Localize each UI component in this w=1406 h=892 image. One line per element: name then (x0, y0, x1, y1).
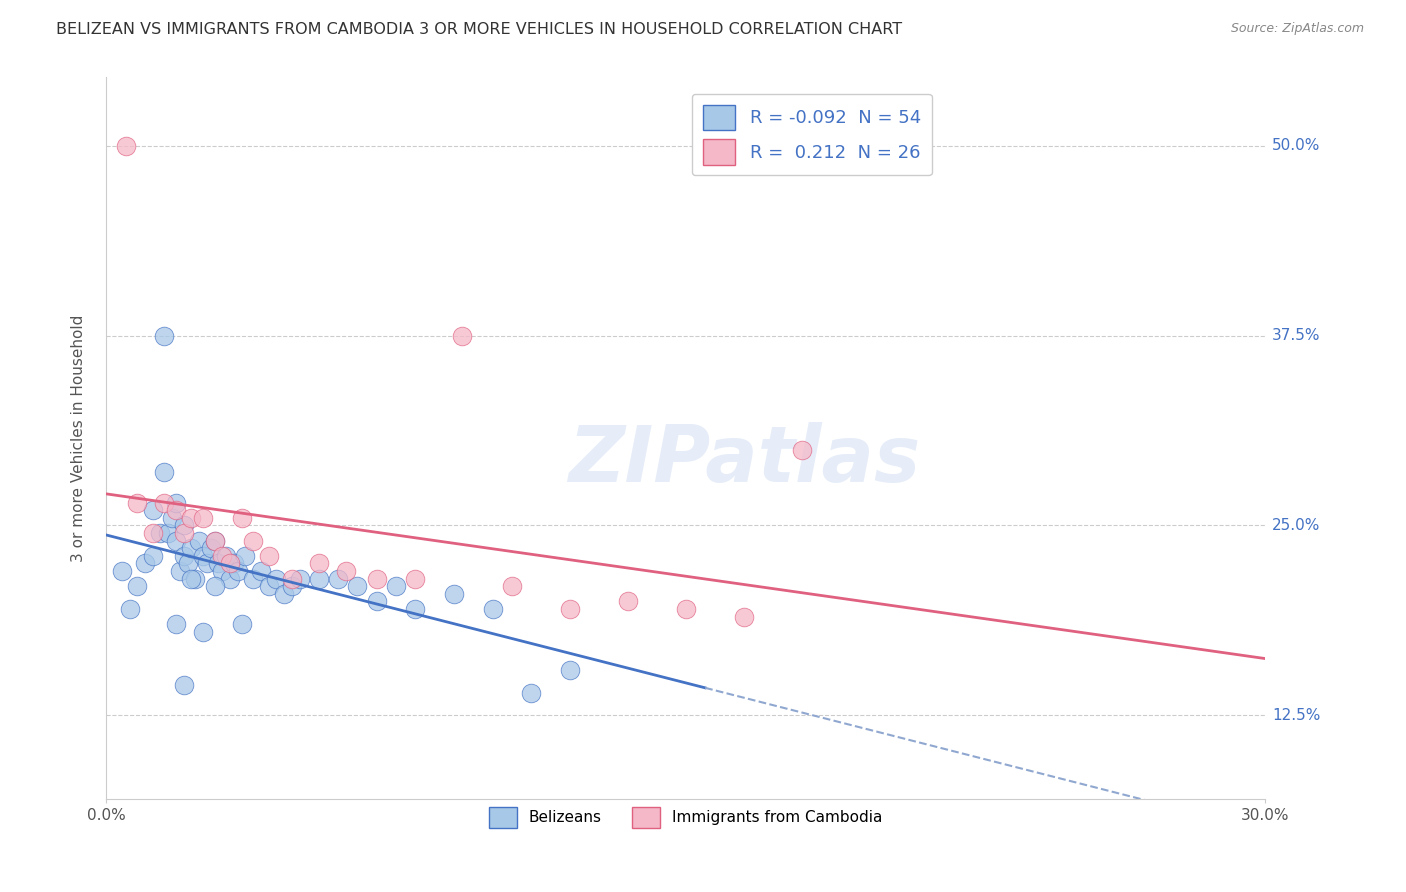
Text: 50.0%: 50.0% (1272, 138, 1320, 153)
Point (173, 526, 195, 541)
Point (173, 549, 195, 563)
Point (191, 511, 214, 525)
Point (450, 328, 472, 343)
Point (153, 465, 176, 479)
Point (204, 579, 226, 593)
Text: 25.0%: 25.0% (1272, 518, 1320, 533)
Point (288, 572, 311, 586)
Point (790, 442, 813, 457)
Point (191, 549, 214, 563)
Point (215, 549, 238, 563)
Point (222, 557, 245, 571)
Point (173, 518, 195, 533)
Point (733, 609, 755, 624)
Point (142, 503, 165, 517)
Point (180, 511, 202, 525)
Point (153, 496, 176, 510)
Point (308, 572, 330, 586)
Point (558, 663, 581, 677)
Point (273, 587, 295, 601)
Point (111, 564, 134, 578)
Point (165, 533, 187, 548)
Point (481, 602, 503, 616)
Point (266, 572, 288, 586)
Point (219, 557, 242, 571)
Point (558, 602, 581, 616)
Text: 37.5%: 37.5% (1272, 328, 1320, 343)
Legend: Belizeans, Immigrants from Cambodia: Belizeans, Immigrants from Cambodia (484, 801, 889, 835)
Point (195, 557, 218, 571)
Point (404, 572, 426, 586)
Point (165, 503, 187, 517)
Point (211, 564, 233, 578)
Point (501, 579, 523, 593)
Point (226, 564, 249, 578)
Point (160, 511, 183, 525)
Point (127, 579, 149, 593)
Point (200, 541, 222, 556)
Point (188, 533, 211, 548)
Text: ZIPatlas: ZIPatlas (568, 422, 920, 498)
Point (281, 572, 304, 586)
Point (157, 526, 180, 541)
Point (142, 526, 165, 541)
Point (207, 557, 229, 571)
Point (308, 557, 330, 571)
Point (281, 579, 304, 593)
Point (165, 617, 187, 632)
Point (134, 557, 156, 571)
Y-axis label: 3 or more Vehicles in Household: 3 or more Vehicles in Household (72, 315, 86, 562)
Text: Source: ZipAtlas.com: Source: ZipAtlas.com (1230, 22, 1364, 36)
Point (191, 624, 214, 639)
Point (242, 572, 264, 586)
Point (180, 541, 202, 556)
Point (219, 572, 242, 586)
Point (165, 496, 187, 510)
Point (204, 533, 226, 548)
Point (142, 549, 165, 563)
Point (231, 511, 253, 525)
Point (173, 678, 195, 692)
Point (520, 685, 543, 699)
Point (385, 579, 408, 593)
Point (180, 572, 202, 586)
Point (257, 549, 280, 563)
Point (204, 533, 226, 548)
Point (127, 496, 149, 510)
Point (257, 579, 280, 593)
Point (153, 328, 176, 343)
Text: 12.5%: 12.5% (1272, 707, 1320, 723)
Point (235, 549, 257, 563)
Point (176, 557, 198, 571)
Point (443, 587, 465, 601)
Point (149, 526, 172, 541)
Point (118, 602, 141, 616)
Point (335, 564, 357, 578)
Point (404, 602, 426, 616)
Point (366, 572, 388, 586)
Point (675, 602, 697, 616)
Text: BELIZEAN VS IMMIGRANTS FROM CAMBODIA 3 OR MORE VEHICLES IN HOUSEHOLD CORRELATION: BELIZEAN VS IMMIGRANTS FROM CAMBODIA 3 O… (56, 22, 903, 37)
Point (346, 579, 368, 593)
Point (114, 138, 136, 153)
Point (231, 617, 253, 632)
Point (366, 594, 388, 608)
Point (617, 594, 640, 608)
Point (211, 549, 233, 563)
Point (169, 564, 191, 578)
Point (250, 564, 273, 578)
Point (184, 572, 207, 586)
Point (328, 572, 350, 586)
Point (242, 533, 264, 548)
